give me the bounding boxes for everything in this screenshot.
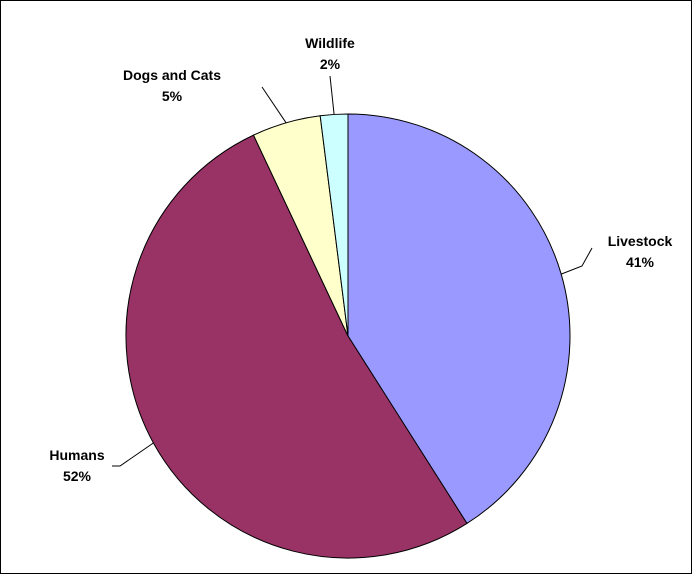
slice-value-livestock: 41% [626,254,655,270]
leader-line-wildlife [329,75,335,115]
slice-label-humans: Humans [49,447,104,463]
leader-lines-layer [112,75,593,467]
leader-line-livestock [561,247,593,275]
slice-label-wildlife: Wildlife [305,35,355,51]
slice-value-wildlife: 2% [320,56,341,72]
pie-slice-livestock [347,113,571,525]
slice-value-dogs-and-cats: 5% [162,88,183,104]
slices-layer [125,113,571,559]
leader-line-dogs-and-cats [261,86,287,124]
labels-layer: Livestock 41% Humans 52% Dogs and Cats 5… [49,35,672,484]
slice-label-dogs-and-cats: Dogs and Cats [123,67,221,83]
slice-value-humans: 52% [63,468,92,484]
slice-label-livestock: Livestock [608,233,673,249]
pie-slice-wildlife [319,113,349,337]
leader-line-humans [112,442,154,467]
